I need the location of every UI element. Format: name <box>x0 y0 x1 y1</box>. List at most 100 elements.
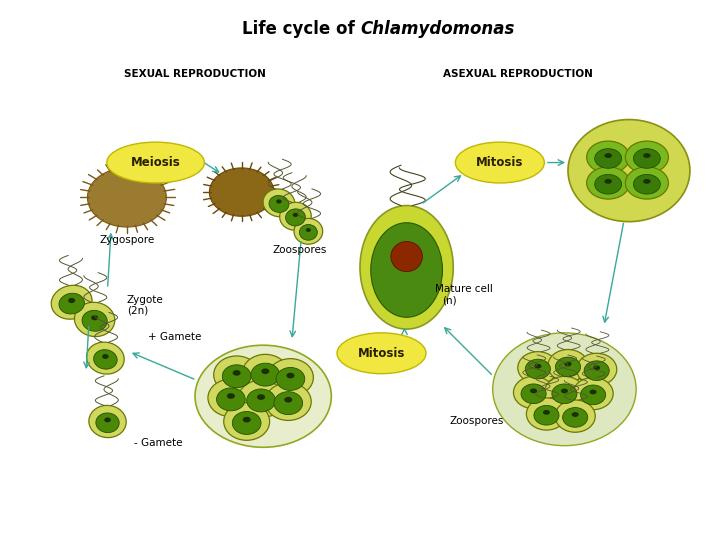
Ellipse shape <box>233 411 261 435</box>
Ellipse shape <box>391 241 423 272</box>
Ellipse shape <box>530 388 537 393</box>
Ellipse shape <box>564 362 572 367</box>
Ellipse shape <box>595 174 621 194</box>
Ellipse shape <box>568 119 690 221</box>
Ellipse shape <box>214 356 260 394</box>
Text: (n): (n) <box>443 295 457 306</box>
Ellipse shape <box>274 392 302 415</box>
Ellipse shape <box>107 142 204 183</box>
Ellipse shape <box>286 209 305 226</box>
Ellipse shape <box>518 352 558 384</box>
Ellipse shape <box>284 397 292 402</box>
Ellipse shape <box>548 349 588 382</box>
Ellipse shape <box>521 384 546 403</box>
Ellipse shape <box>251 363 279 386</box>
Ellipse shape <box>593 366 600 370</box>
Ellipse shape <box>94 349 117 369</box>
Ellipse shape <box>74 302 114 336</box>
Text: Meiosis: Meiosis <box>131 156 181 169</box>
Ellipse shape <box>552 384 577 403</box>
Circle shape <box>195 345 331 447</box>
Ellipse shape <box>526 359 550 379</box>
Ellipse shape <box>543 410 550 415</box>
Ellipse shape <box>102 354 109 359</box>
Ellipse shape <box>208 379 254 417</box>
Ellipse shape <box>577 353 617 386</box>
Text: Life cycle of: Life cycle of <box>241 20 360 38</box>
Ellipse shape <box>573 377 613 410</box>
Ellipse shape <box>261 368 269 374</box>
Ellipse shape <box>587 141 630 173</box>
Ellipse shape <box>590 389 597 394</box>
Polygon shape <box>210 168 274 217</box>
Ellipse shape <box>267 359 313 396</box>
Text: SEXUAL REPRODUCTION: SEXUAL REPRODUCTION <box>124 69 266 79</box>
Text: + Gamete: + Gamete <box>148 332 202 342</box>
Ellipse shape <box>294 218 323 244</box>
Ellipse shape <box>337 333 426 374</box>
Ellipse shape <box>562 408 588 427</box>
Ellipse shape <box>243 417 251 422</box>
Ellipse shape <box>227 393 235 399</box>
Ellipse shape <box>626 141 668 173</box>
Ellipse shape <box>59 293 84 314</box>
Ellipse shape <box>68 298 75 303</box>
Ellipse shape <box>643 179 651 184</box>
Ellipse shape <box>306 228 311 232</box>
Text: Mitosis: Mitosis <box>358 347 405 360</box>
Ellipse shape <box>233 370 240 376</box>
Ellipse shape <box>279 202 311 230</box>
Ellipse shape <box>580 385 606 404</box>
Ellipse shape <box>513 376 554 409</box>
Ellipse shape <box>584 361 609 381</box>
Polygon shape <box>87 168 166 227</box>
Ellipse shape <box>587 167 630 199</box>
Ellipse shape <box>360 206 453 329</box>
Ellipse shape <box>492 333 636 446</box>
Ellipse shape <box>604 153 612 158</box>
Ellipse shape <box>82 310 107 331</box>
Ellipse shape <box>455 142 544 183</box>
Ellipse shape <box>300 225 318 240</box>
Text: Zoospores: Zoospores <box>450 416 504 427</box>
Ellipse shape <box>222 365 251 388</box>
Ellipse shape <box>276 199 282 204</box>
Ellipse shape <box>572 412 579 417</box>
Text: Zygote: Zygote <box>127 294 163 305</box>
Text: (2n): (2n) <box>127 306 148 316</box>
Ellipse shape <box>91 315 98 320</box>
Ellipse shape <box>276 368 305 390</box>
Ellipse shape <box>371 222 443 318</box>
Ellipse shape <box>217 388 246 411</box>
Ellipse shape <box>51 285 92 319</box>
Ellipse shape <box>634 148 660 168</box>
Text: Zoospores: Zoospores <box>272 245 327 254</box>
Ellipse shape <box>555 357 580 377</box>
Ellipse shape <box>257 394 265 400</box>
Ellipse shape <box>263 189 294 217</box>
Ellipse shape <box>643 153 651 158</box>
Text: Chlamydomonas: Chlamydomonas <box>360 20 514 38</box>
Text: - Gamete: - Gamete <box>134 438 183 448</box>
Ellipse shape <box>86 342 125 374</box>
Text: Mitosis: Mitosis <box>476 156 523 169</box>
Ellipse shape <box>89 406 126 437</box>
Ellipse shape <box>604 179 612 184</box>
Ellipse shape <box>626 167 668 199</box>
Ellipse shape <box>104 417 111 422</box>
Ellipse shape <box>526 398 567 430</box>
Ellipse shape <box>238 380 284 418</box>
Ellipse shape <box>293 213 298 217</box>
Ellipse shape <box>247 389 275 412</box>
Ellipse shape <box>287 373 294 379</box>
Ellipse shape <box>269 195 289 212</box>
Ellipse shape <box>534 364 541 369</box>
Ellipse shape <box>555 400 595 432</box>
Ellipse shape <box>544 376 585 409</box>
Ellipse shape <box>534 406 559 425</box>
Ellipse shape <box>561 388 568 393</box>
Ellipse shape <box>243 354 288 392</box>
Text: Mature cell: Mature cell <box>436 285 493 294</box>
Ellipse shape <box>96 413 120 433</box>
Ellipse shape <box>595 148 621 168</box>
